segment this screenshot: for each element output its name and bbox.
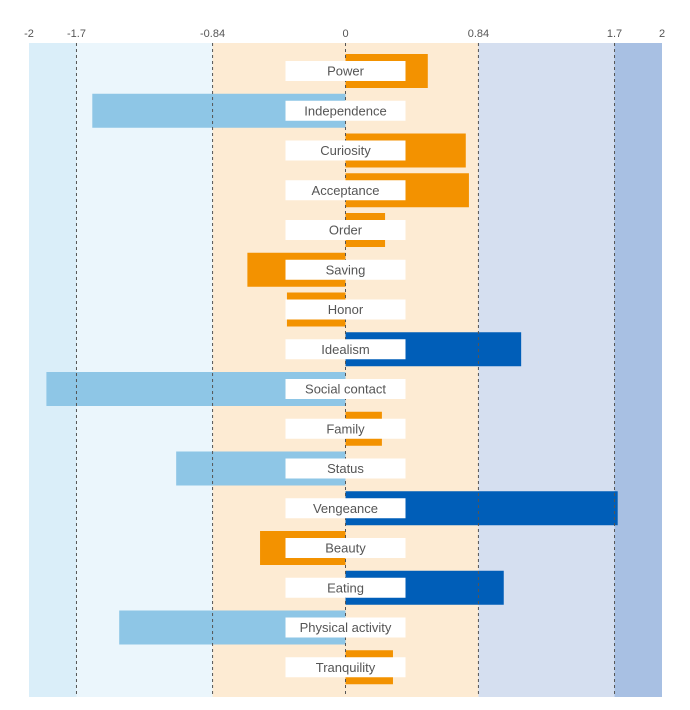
category-label: Status <box>327 461 364 476</box>
category-label: Physical activity <box>300 620 392 635</box>
label-box <box>285 140 406 161</box>
category-label: Independence <box>304 103 386 118</box>
tick-label: 1.7 <box>607 28 622 40</box>
tick-label: -2 <box>24 28 34 40</box>
band-4 <box>614 43 662 697</box>
background-bands <box>29 43 662 697</box>
label-tranquility: Tranquility <box>285 657 406 678</box>
category-label: Family <box>326 421 365 436</box>
band-0 <box>29 43 77 697</box>
label-idealism: Idealism <box>285 339 406 360</box>
label-beauty: Beauty <box>285 538 406 558</box>
label-box <box>285 418 406 439</box>
dashed-gridlines <box>75 43 616 697</box>
label-status: Status <box>285 458 406 479</box>
category-label: Power <box>327 64 365 79</box>
category-labels: Power Independence Curiosity Acceptance Orde… <box>285 61 406 678</box>
label-eating: Eating <box>285 577 406 598</box>
tick-label: 0.84 <box>468 28 489 40</box>
label-power: Power <box>285 61 406 81</box>
category-label: Idealism <box>321 342 369 357</box>
label-vengeance: Vengeance <box>285 498 406 519</box>
label-box <box>285 61 406 81</box>
label-saving: Saving <box>285 259 406 280</box>
category-label: Curiosity <box>320 143 371 158</box>
category-label: Saving <box>326 262 366 277</box>
label-box <box>285 458 406 479</box>
category-label: Vengeance <box>313 501 378 516</box>
category-label: Acceptance <box>312 183 380 198</box>
label-box <box>285 220 406 240</box>
category-label: Social contact <box>305 382 386 397</box>
category-label: Beauty <box>325 541 366 556</box>
label-family: Family <box>285 418 406 439</box>
label-acceptance: Acceptance <box>285 180 406 201</box>
label-honor: Honor <box>285 299 406 320</box>
label-order: Order <box>285 220 406 240</box>
tick-label: 0 <box>342 28 348 40</box>
x-axis-ticks: -2 -1.7 -0.84 0 0.84 1.7 2 <box>24 28 665 40</box>
label-box <box>285 100 406 121</box>
category-label: Order <box>329 223 363 238</box>
label-box <box>285 498 406 519</box>
label-social-contact: Social contact <box>285 379 406 399</box>
tick-label: -0.84 <box>200 28 225 40</box>
label-physical-activity: Physical activity <box>285 617 406 638</box>
label-box <box>285 617 406 638</box>
label-box <box>285 180 406 201</box>
label-box <box>285 339 406 360</box>
tick-label: 2 <box>659 28 665 40</box>
label-box <box>285 538 406 558</box>
label-box <box>285 657 406 678</box>
category-label: Tranquility <box>316 660 376 675</box>
band-1 <box>76 43 213 697</box>
tick-label: -1.7 <box>67 28 86 40</box>
category-label: Honor <box>328 302 364 317</box>
label-box <box>285 379 406 399</box>
label-curiosity: Curiosity <box>285 140 406 161</box>
label-box <box>285 259 406 280</box>
label-box <box>285 299 406 320</box>
label-independence: Independence <box>285 100 406 121</box>
category-label: Eating <box>327 580 364 595</box>
label-box <box>285 577 406 598</box>
